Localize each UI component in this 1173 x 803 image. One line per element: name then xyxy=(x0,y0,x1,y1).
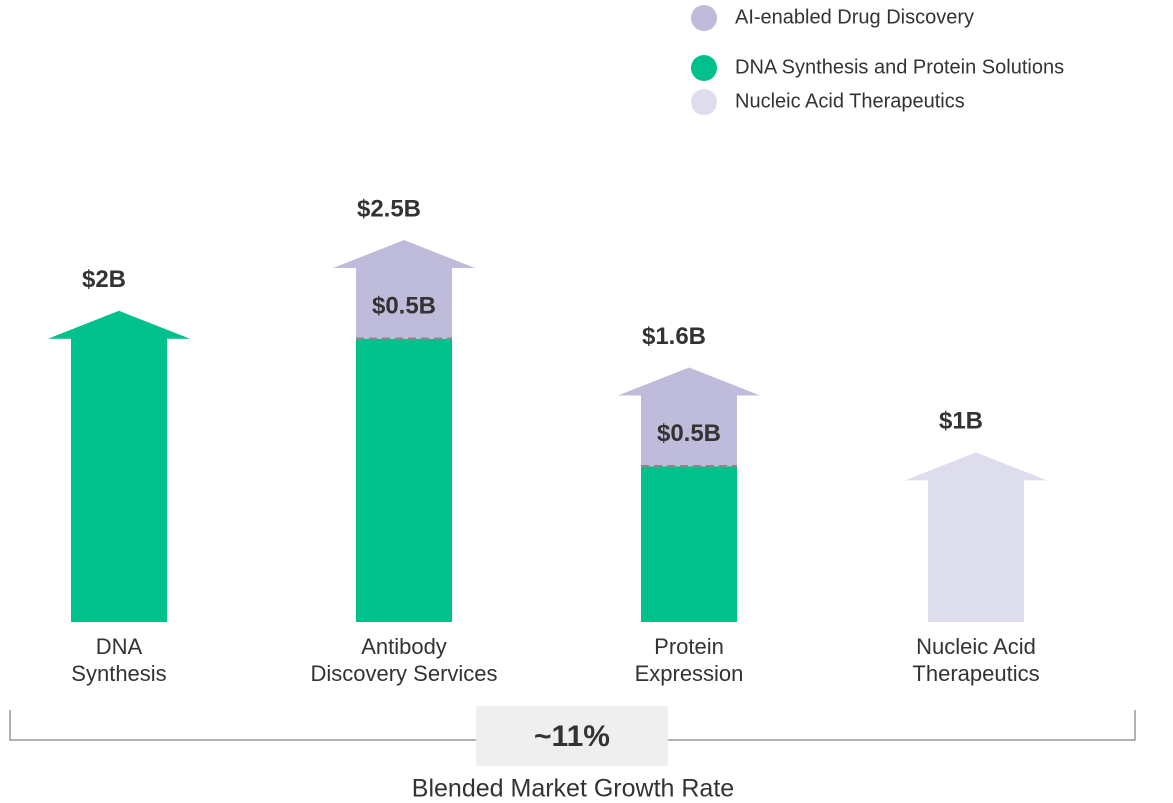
legend-label: AI-enabled Drug Discovery xyxy=(735,6,974,28)
total-label: $2.5B xyxy=(357,195,421,222)
bar-segment xyxy=(333,240,475,339)
category-label: DNA xyxy=(96,634,143,659)
total-label: $2B xyxy=(82,266,126,293)
bar-segment xyxy=(905,452,1047,622)
growth-label: Blended Market Growth Rate xyxy=(412,775,734,803)
legend-marker xyxy=(691,55,717,81)
category-label: Therapeutics xyxy=(912,661,1039,686)
segment-label: $0.5B xyxy=(372,293,436,320)
total-label: $1.6B xyxy=(642,323,706,350)
segment-label: $0.5B xyxy=(657,420,721,447)
legend-label: DNA Synthesis and Protein Solutions xyxy=(735,56,1064,78)
growth-box xyxy=(476,706,668,766)
category-label: Nucleic Acid xyxy=(916,634,1036,659)
category-label: Discovery Services xyxy=(310,661,497,686)
legend-label: Nucleic Acid Therapeutics xyxy=(735,90,965,112)
bracket xyxy=(9,710,1136,741)
bar-segment xyxy=(641,466,737,622)
category-label: Synthesis xyxy=(71,661,166,686)
category-label: Expression xyxy=(635,661,744,686)
growth-rate: ~11% xyxy=(534,720,610,753)
category-label: Antibody xyxy=(361,634,447,659)
bar-segment xyxy=(48,310,190,622)
total-label: $1B xyxy=(939,408,983,435)
bar-segment xyxy=(356,338,452,622)
bar-segment xyxy=(618,367,760,467)
legend-marker xyxy=(691,89,717,115)
legend-marker xyxy=(691,5,717,31)
category-label: Protein xyxy=(654,634,724,659)
